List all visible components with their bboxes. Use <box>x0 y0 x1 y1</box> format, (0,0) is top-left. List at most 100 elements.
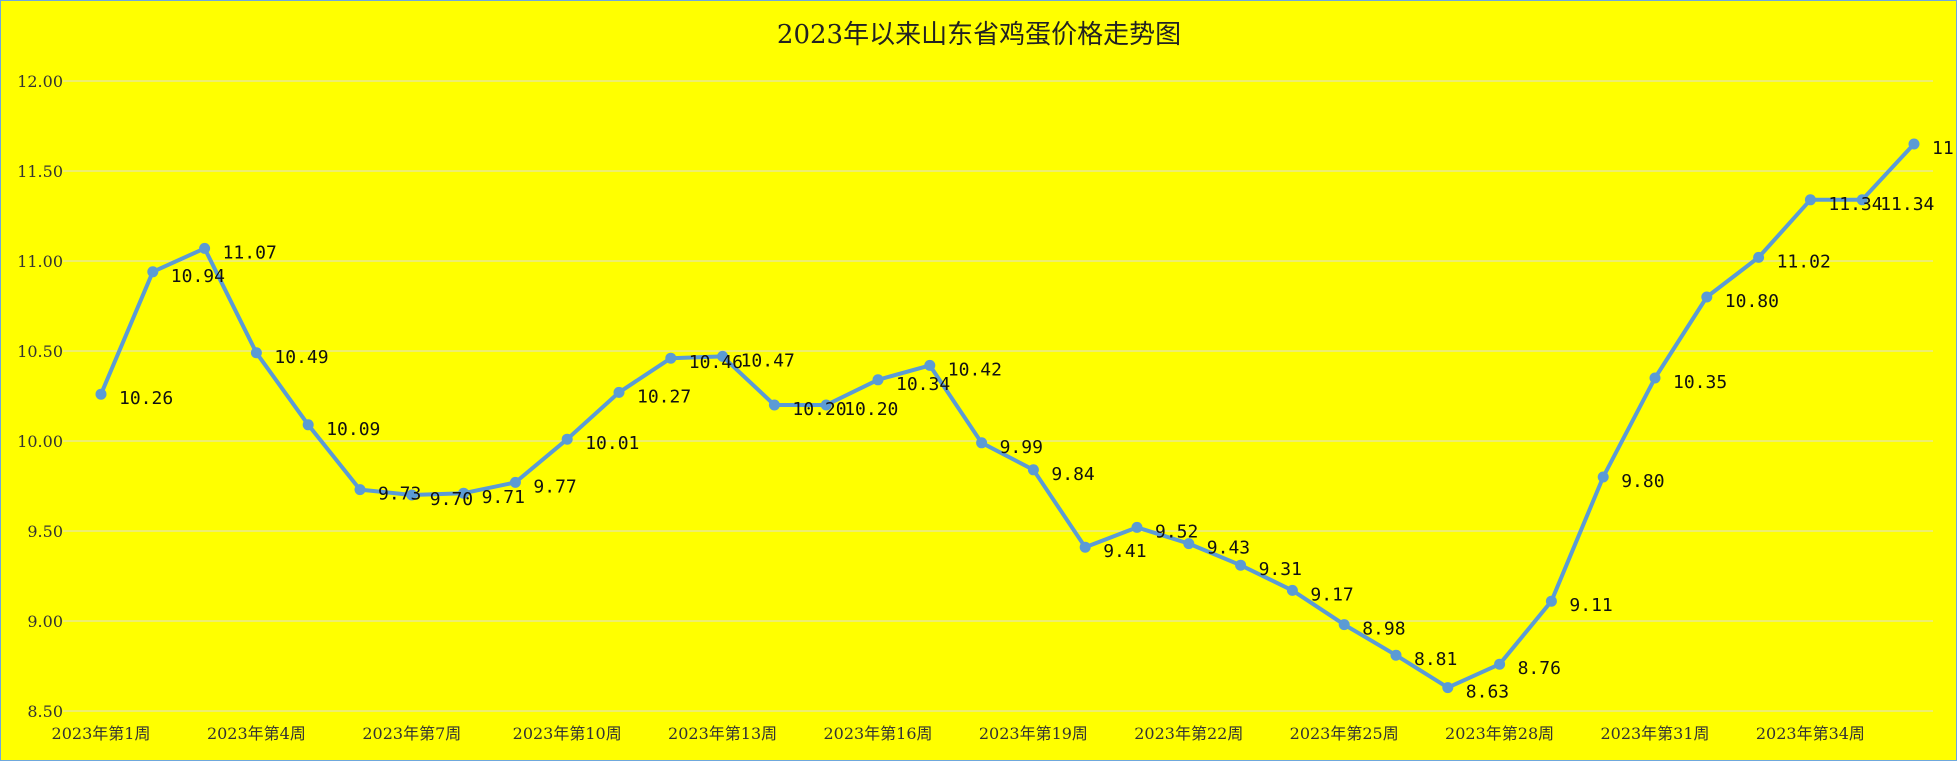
price-line <box>99 142 1916 690</box>
data-point <box>1235 559 1247 571</box>
data-labels: 10.26 10.94 11.07 10.49 10.09 9.73 9.70 9.71 9.7… <box>119 138 1956 703</box>
data-point <box>1494 658 1506 670</box>
y-tick-label: 10.50 <box>17 342 63 361</box>
data-label: 10.35 <box>1673 372 1727 393</box>
x-tick-label: 2023年第31周 <box>1600 724 1709 743</box>
data-label: 10.26 <box>119 388 173 409</box>
data-label: 9.84 <box>1051 464 1094 485</box>
data-label: 11.34 <box>1828 194 1882 215</box>
data-point <box>95 388 107 400</box>
data-point <box>613 386 625 398</box>
gridlines <box>63 80 1933 712</box>
data-point <box>665 352 677 364</box>
data-label: 11.02 <box>1777 251 1831 272</box>
data-label: 9.11 <box>1569 595 1612 616</box>
data-label: 9.43 <box>1207 538 1250 559</box>
y-tick-label: 9.00 <box>27 612 63 631</box>
data-point <box>250 347 262 359</box>
data-label: 10.47 <box>741 350 795 371</box>
data-point <box>1701 291 1713 303</box>
data-point <box>406 489 418 501</box>
data-label: 9.99 <box>1000 437 1043 458</box>
data-label: 9.52 <box>1155 521 1198 542</box>
data-label: 10.80 <box>1725 291 1779 312</box>
data-label: 9.17 <box>1310 584 1353 605</box>
data-label: 11.07 <box>223 242 277 263</box>
data-label: 10.94 <box>171 266 225 287</box>
data-points <box>95 138 1920 694</box>
data-label: 9.73 <box>378 484 421 505</box>
data-label: 11.65 <box>1932 138 1956 159</box>
data-point <box>147 266 159 278</box>
data-label: 9.31 <box>1259 559 1302 580</box>
data-point <box>924 359 936 371</box>
data-label: 8.76 <box>1518 658 1561 679</box>
x-tick-label: 2023年第22周 <box>1134 724 1243 743</box>
data-point <box>1286 584 1298 596</box>
data-label: 11.34 <box>1880 194 1934 215</box>
data-point <box>561 433 573 445</box>
data-point <box>1753 251 1765 263</box>
data-point <box>1442 682 1454 694</box>
y-tick-label: 8.50 <box>27 702 63 721</box>
data-point <box>354 484 366 496</box>
x-tick-label: 2023年第10周 <box>513 724 622 743</box>
x-tick-label: 2023年第16周 <box>823 724 932 743</box>
data-label: 9.70 <box>430 489 473 510</box>
data-label: 10.46 <box>689 352 743 373</box>
y-tick-label: 11.00 <box>17 252 63 271</box>
data-label: 10.20 <box>844 399 898 420</box>
data-point <box>1908 138 1920 150</box>
x-tick-label: 2023年第28周 <box>1445 724 1554 743</box>
chart-title: 2023年以来山东省鸡蛋价格走势图 <box>777 20 1181 50</box>
data-point <box>1027 464 1039 476</box>
data-label: 10.09 <box>326 419 380 440</box>
data-point <box>302 419 314 431</box>
data-label: 9.80 <box>1621 471 1664 492</box>
data-point <box>1390 649 1402 661</box>
data-point <box>458 487 470 499</box>
data-point <box>872 374 884 386</box>
data-point <box>1545 595 1557 607</box>
data-point <box>1856 194 1868 206</box>
data-label: 10.42 <box>948 359 1002 380</box>
data-point <box>1804 194 1816 206</box>
data-label: 10.27 <box>637 386 691 407</box>
data-label: 10.01 <box>585 433 639 454</box>
data-label: 8.63 <box>1466 682 1509 703</box>
data-point <box>199 242 211 254</box>
y-tick-label: 9.50 <box>27 522 63 541</box>
x-tick-label: 2023年第34周 <box>1756 724 1865 743</box>
data-point <box>768 399 780 411</box>
data-label: 9.77 <box>533 476 576 497</box>
x-tick-label: 2023年第13周 <box>668 724 777 743</box>
data-point <box>1079 541 1091 553</box>
y-axis-ticks: 8.50 9.00 9.50 10.00 10.50 11.00 11.50 12.00 <box>17 72 63 721</box>
x-tick-label: 2023年第19周 <box>979 724 1088 743</box>
data-label: 9.41 <box>1103 541 1146 562</box>
data-point <box>976 437 988 449</box>
y-tick-label: 10.00 <box>17 432 63 451</box>
data-label: 8.81 <box>1414 649 1457 670</box>
data-label: 10.34 <box>896 374 950 395</box>
data-label: 8.98 <box>1362 619 1405 640</box>
data-point <box>1131 521 1143 533</box>
x-tick-label: 2023年第4周 <box>207 724 306 743</box>
data-point <box>1338 619 1350 631</box>
data-label: 10.20 <box>792 399 846 420</box>
data-label: 10.49 <box>274 347 328 368</box>
x-axis-ticks: 2023年第1周 2023年第4周 2023年第7周 2023年第10周 2023年第1… <box>52 724 1865 743</box>
y-tick-label: 11.50 <box>17 162 63 181</box>
x-tick-label: 2023年第25周 <box>1290 724 1399 743</box>
data-label: 9.71 <box>482 487 525 508</box>
data-point <box>717 350 729 362</box>
data-point <box>1649 372 1661 384</box>
data-point <box>1183 538 1195 550</box>
data-point <box>509 476 521 488</box>
y-tick-label: 12.00 <box>17 72 63 91</box>
x-tick-label: 2023年第1周 <box>52 724 151 743</box>
x-tick-label: 2023年第7周 <box>362 724 461 743</box>
data-point <box>1597 471 1609 483</box>
